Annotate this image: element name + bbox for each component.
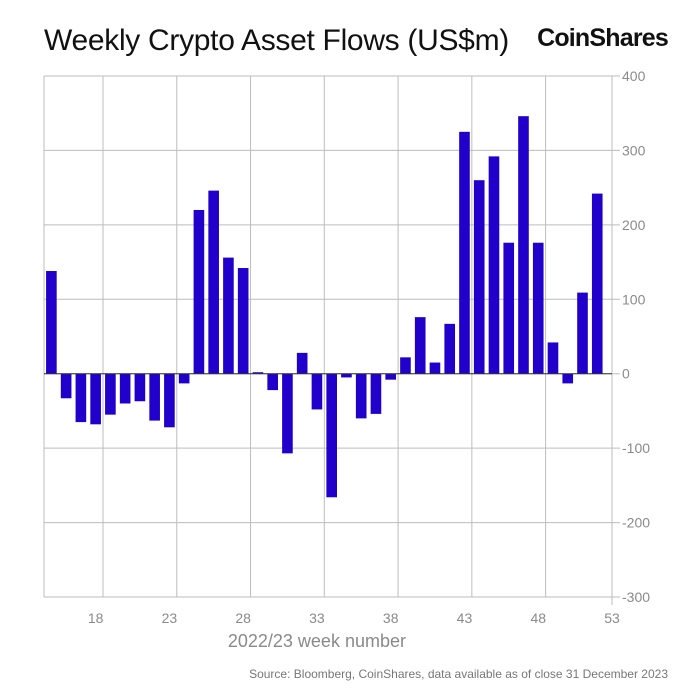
bar — [90, 373, 101, 425]
x-tick-label: 48 — [530, 610, 546, 626]
bar — [296, 352, 308, 374]
x-tick-label: 43 — [457, 610, 473, 626]
bar — [370, 373, 382, 414]
bar — [518, 116, 529, 374]
bar — [547, 342, 559, 374]
bar — [444, 323, 456, 374]
bar — [459, 131, 470, 374]
bar — [355, 373, 367, 419]
source-note: Source: Bloomberg, CoinShares, data avai… — [249, 667, 668, 681]
bar — [60, 373, 72, 399]
bar — [532, 242, 544, 374]
x-tick-label: 53 — [604, 610, 620, 626]
y-tick-label: -300 — [622, 589, 650, 605]
x-tick-label: 18 — [88, 610, 104, 626]
y-tick-label: -100 — [622, 440, 650, 456]
bar — [414, 317, 426, 374]
bar — [341, 373, 352, 378]
bar — [326, 373, 337, 498]
y-tick-label: 200 — [622, 217, 646, 233]
bar — [164, 373, 175, 428]
bar — [105, 373, 116, 415]
x-axis-title: 2022/23 week number — [228, 631, 406, 651]
bar — [134, 373, 146, 402]
bar — [46, 271, 57, 374]
chart-title: Weekly Crypto Asset Flows (US$m) — [44, 24, 509, 57]
x-tick-label: 23 — [162, 610, 178, 626]
x-tick-label: 28 — [235, 610, 251, 626]
bar — [473, 180, 485, 374]
y-tick-label: 400 — [622, 68, 646, 84]
bar — [193, 209, 205, 374]
bar — [267, 373, 278, 391]
y-tick-label: 0 — [622, 366, 630, 382]
y-tick-label: 100 — [622, 291, 646, 307]
bar — [577, 292, 588, 374]
x-tick-label: 33 — [309, 610, 325, 626]
bar — [149, 373, 160, 421]
bar — [237, 268, 249, 374]
y-tick-label: -200 — [622, 515, 650, 531]
bar — [178, 373, 190, 384]
bar — [311, 373, 323, 410]
coinshares-logo: CoinShares — [537, 24, 669, 52]
bar — [591, 193, 603, 374]
bar — [562, 373, 574, 384]
y-tick-label: 300 — [622, 142, 646, 158]
bar — [223, 257, 234, 374]
x-tick-label: 38 — [383, 610, 399, 626]
bar — [282, 373, 293, 454]
bar — [75, 373, 87, 423]
bar — [400, 357, 411, 374]
bar — [385, 373, 397, 380]
bar — [488, 156, 500, 374]
bar — [208, 190, 219, 374]
bar — [119, 373, 131, 404]
bar — [429, 362, 441, 374]
bar — [503, 242, 515, 374]
bar — [252, 372, 264, 374]
